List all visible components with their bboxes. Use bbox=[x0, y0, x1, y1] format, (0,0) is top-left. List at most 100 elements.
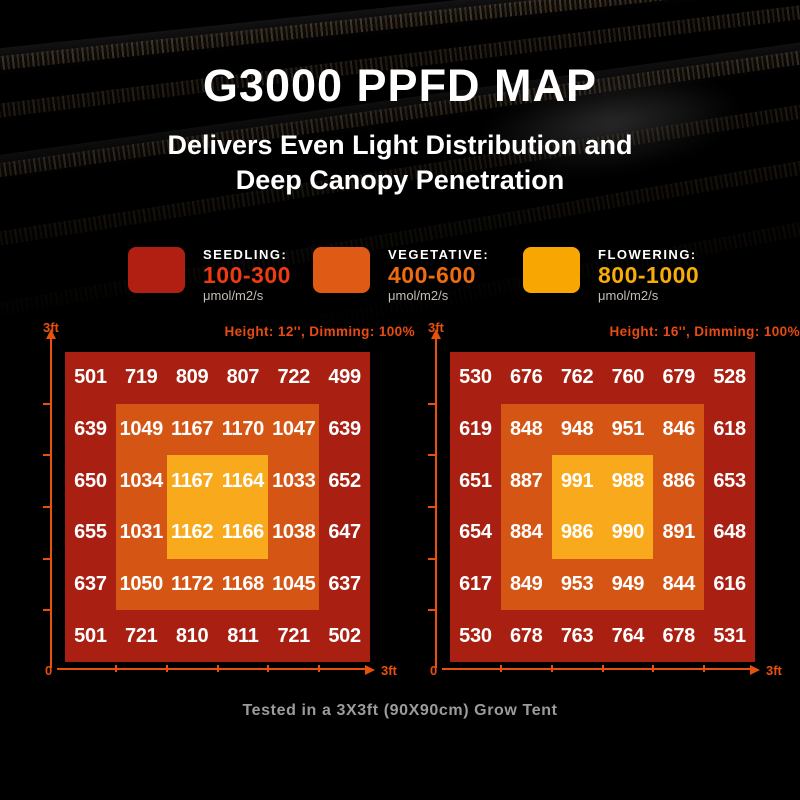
ppfd-cell: 811 bbox=[227, 624, 259, 647]
flowering-color-swatch bbox=[523, 247, 580, 293]
ppfd-cell: 886 bbox=[662, 469, 696, 492]
zone-center bbox=[166, 455, 269, 559]
legend-label: SEEDLING: bbox=[203, 247, 288, 262]
x-axis-arrow-icon bbox=[365, 664, 375, 675]
ppfd-cell: 1172 bbox=[170, 572, 214, 595]
ppfd-cell: 1050 bbox=[119, 572, 164, 595]
ppfd-cell: 764 bbox=[611, 624, 645, 647]
y-axis-tick bbox=[428, 609, 437, 612]
ppfd-cell: 1167 bbox=[170, 417, 214, 440]
ppfd-cell: 1047 bbox=[272, 417, 316, 440]
y-axis-arrow-icon bbox=[431, 329, 441, 339]
ppfd-cell: 722 bbox=[277, 366, 311, 389]
y-axis-tick bbox=[428, 557, 437, 560]
map-header: Height: 12'', Dimming: 100% bbox=[224, 324, 415, 339]
ppfd-cell: 887 bbox=[510, 469, 543, 492]
y-axis bbox=[435, 338, 437, 668]
ppfd-cell: 1164 bbox=[221, 469, 265, 492]
ppfd-cell: 988 bbox=[611, 469, 645, 492]
x-axis-tick bbox=[114, 665, 117, 672]
ppfd-cell: 655 bbox=[74, 521, 107, 544]
ppfd-cell: 846 bbox=[662, 417, 696, 440]
ppfd-cell: 849 bbox=[510, 572, 543, 595]
legend-range: 400-600 bbox=[388, 262, 476, 288]
ppfd-cell: 884 bbox=[510, 521, 543, 544]
ppfd-cell: 679 bbox=[662, 366, 696, 389]
legend-label: FLOWERING: bbox=[598, 247, 697, 262]
ppfd-cell: 760 bbox=[611, 366, 645, 389]
legend-unit: μmol/m2/s bbox=[388, 288, 449, 303]
y-axis-tick bbox=[43, 609, 52, 612]
ppfd-cell: 1034 bbox=[119, 469, 164, 492]
subtitle-line-1: Delivers Even Light Distribution and bbox=[167, 130, 633, 160]
ppfd-grid: 530 676 762 760 679 528 619 848 948 951 846 618 651 8… bbox=[450, 352, 755, 662]
ppfd-cell: 1031 bbox=[119, 521, 164, 544]
ppfd-cell: 1167 bbox=[170, 469, 214, 492]
ppfd-cell: 616 bbox=[713, 572, 746, 595]
ppfd-cell: 653 bbox=[713, 469, 746, 492]
page-subtitle: Delivers Even Light Distribution and Dee… bbox=[0, 128, 800, 198]
ppfd-cell: 647 bbox=[328, 521, 361, 544]
ppfd-cell: 949 bbox=[611, 572, 645, 595]
x-axis-tick bbox=[703, 665, 706, 672]
vegetative-color-swatch bbox=[313, 247, 370, 293]
ppfd-cell: 1170 bbox=[221, 417, 265, 440]
legend-item-seedling: SEEDLING: 100-300 μmol/m2/s bbox=[128, 247, 291, 303]
ppfd-cell: 1162 bbox=[170, 521, 214, 544]
y-axis-tick bbox=[428, 506, 437, 508]
ppfd-cell: 530 bbox=[459, 366, 492, 389]
ppfd-cell: 530 bbox=[459, 624, 492, 647]
x-axis-tick bbox=[165, 665, 168, 672]
ppfd-map-16in: Height: 16'', Dimming: 100% 3ft 0 530 676… bbox=[428, 320, 800, 694]
origin-label: 0 bbox=[430, 663, 438, 678]
ppfd-cell: 617 bbox=[459, 572, 492, 595]
ppfd-grid: 501 719 809 807 722 499 639 1049 1167 1170 1047 639… bbox=[65, 352, 370, 662]
y-axis-tick bbox=[428, 454, 437, 457]
ppfd-cell: 990 bbox=[611, 521, 645, 544]
ppfd-cell: 501 bbox=[74, 624, 107, 647]
seedling-color-swatch bbox=[128, 247, 185, 293]
y-axis-arrow-icon bbox=[46, 329, 56, 339]
y-axis-tick bbox=[43, 454, 52, 457]
ppfd-cell: 639 bbox=[328, 417, 361, 440]
ppfd-cell: 1033 bbox=[272, 469, 316, 492]
ppfd-cell: 1045 bbox=[272, 572, 316, 595]
ppfd-cell: 528 bbox=[713, 366, 746, 389]
footer-note: Tested in a 3X3ft (90X90cm) Grow Tent bbox=[242, 702, 558, 719]
legend-label: VEGETATIVE: bbox=[388, 247, 490, 262]
y-axis-tick bbox=[43, 506, 52, 508]
legend-item-flowering: FLOWERING: 800-1000 μmol/m2/s bbox=[523, 247, 699, 303]
y-axis-tick bbox=[43, 557, 52, 560]
x-axis-arrow-icon bbox=[750, 664, 760, 675]
x-axis-tick bbox=[499, 665, 502, 672]
y-axis-tick bbox=[43, 402, 52, 405]
ppfd-cell: 991 bbox=[560, 469, 594, 492]
ppfd-cell: 639 bbox=[74, 417, 107, 440]
map-header: Height: 16'', Dimming: 100% bbox=[609, 324, 800, 339]
ppfd-cell: 650 bbox=[74, 469, 107, 492]
ppfd-cell: 648 bbox=[713, 521, 746, 544]
ppfd-cells: 530 676 762 760 679 528 619 848 948 951 846 618 651 8… bbox=[450, 352, 755, 662]
ppfd-cell: 637 bbox=[328, 572, 361, 595]
ppfd-cell: 652 bbox=[328, 469, 361, 492]
ppfd-cells: 501 719 809 807 722 499 639 1049 1167 1170 1047 639… bbox=[65, 352, 370, 662]
x-axis-tick bbox=[550, 665, 553, 672]
ppfd-cell: 619 bbox=[459, 417, 492, 440]
ppfd-cell: 637 bbox=[74, 572, 107, 595]
x-axis-tick bbox=[652, 665, 655, 672]
ppfd-cell: 651 bbox=[459, 469, 492, 492]
ppfd-map-12in: Height: 12'', Dimming: 100% 3ft 0 501 719… bbox=[43, 320, 415, 694]
ppfd-cell: 807 bbox=[226, 366, 260, 389]
ppfd-cell: 1038 bbox=[272, 521, 316, 544]
ppfd-cell: 1049 bbox=[119, 417, 164, 440]
ppfd-cell: 844 bbox=[662, 572, 696, 595]
ppfd-cell: 654 bbox=[459, 521, 492, 544]
legend-range: 100-300 bbox=[203, 262, 291, 288]
x-axis-max-label: 3ft bbox=[381, 663, 397, 678]
ppfd-cell: 501 bbox=[74, 366, 107, 389]
ppfd-cell: 618 bbox=[713, 417, 746, 440]
ppfd-cell: 763 bbox=[560, 624, 594, 647]
ppfd-cell: 678 bbox=[662, 624, 696, 647]
ppfd-cell: 502 bbox=[328, 624, 361, 647]
